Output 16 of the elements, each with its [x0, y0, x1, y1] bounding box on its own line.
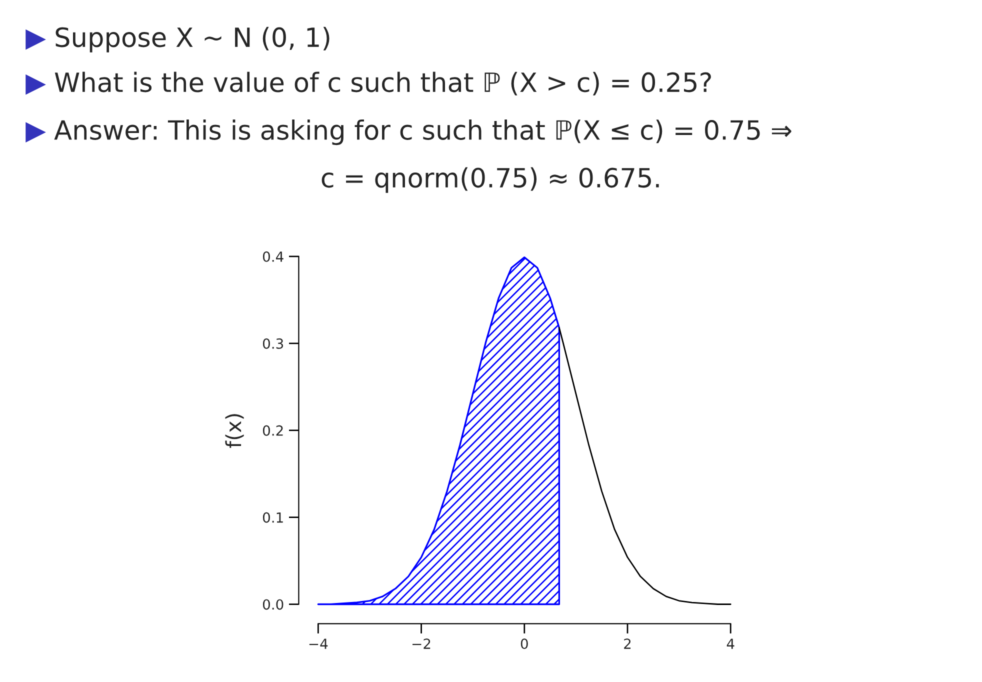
text: Answer: This is asking for c such that ℙ(X ≤ c) = 0.75 ⇒ — [54, 120, 792, 146]
y-tick-label: 0.0 — [262, 599, 284, 610]
text: c = qnorm(0.75) ≈ 0.675. — [322, 167, 659, 193]
y-tick-label: 0.1 — [262, 512, 283, 523]
line-series — [558, 327, 732, 605]
y-tick-label: 0.4 — [262, 251, 284, 262]
y-tick-label: 0.2 — [262, 425, 283, 436]
y-tick-label: 0.3 — [262, 338, 284, 349]
x-tick-label: 2 — [624, 638, 631, 649]
x-tick-label: 4 — [726, 638, 734, 649]
x-tick-label: −4 — [309, 638, 328, 649]
x-tick-label: 0 — [520, 638, 528, 650]
y-axis-title: f(x) — [225, 414, 244, 448]
text: Suppose X ∼ N (0, 1) — [56, 26, 330, 52]
text: What is the value of c such that ℙ (X > c) = 0.25? — [54, 72, 711, 96]
x-tick-label: −2 — [412, 638, 430, 649]
